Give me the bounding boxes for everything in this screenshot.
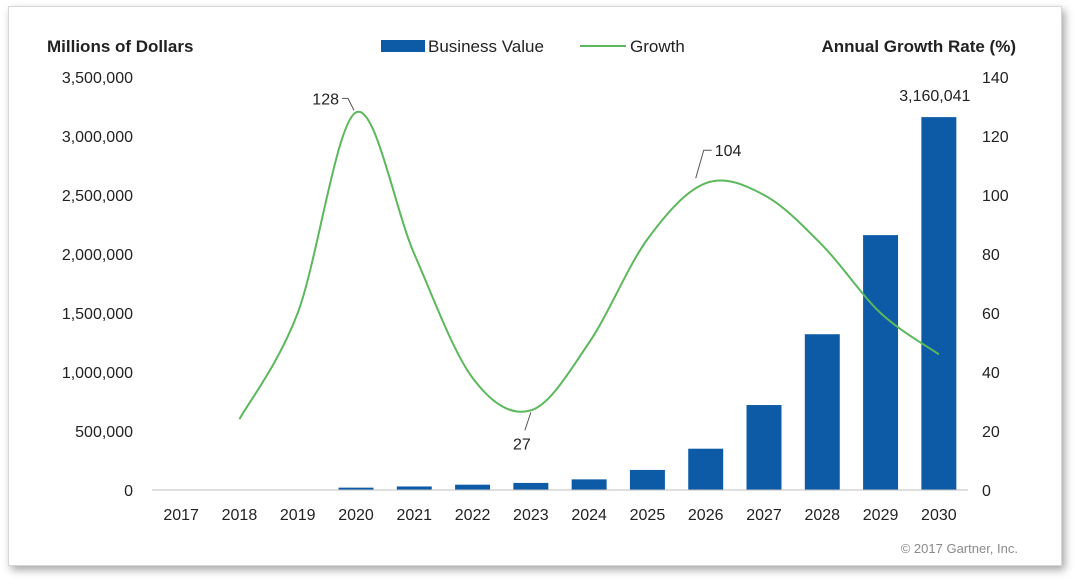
y-left-tick-label: 2,500,000 bbox=[62, 188, 133, 205]
bar bbox=[513, 482, 549, 490]
bar bbox=[571, 479, 607, 490]
x-tick-label: 2020 bbox=[338, 507, 374, 524]
growth-data-label: 104 bbox=[715, 143, 742, 160]
legend-growth: Growth bbox=[630, 37, 685, 56]
y-axis-right: 0 20 40 60 80 100 120 140 bbox=[982, 70, 1009, 500]
bar bbox=[629, 469, 665, 490]
legend-business-value: Business Value bbox=[428, 37, 544, 56]
legend-bar-swatch bbox=[381, 40, 425, 52]
x-tick-label: 2026 bbox=[688, 507, 724, 524]
copyright-text: © 2017 Gartner, Inc. bbox=[901, 541, 1018, 556]
bar bbox=[804, 334, 840, 490]
growth-data-label: 27 bbox=[513, 436, 531, 453]
x-tick-label: 2019 bbox=[280, 507, 316, 524]
x-tick-label: 2018 bbox=[222, 507, 258, 524]
bar bbox=[688, 448, 724, 490]
x-tick-label: 2027 bbox=[746, 507, 782, 524]
y-right-tick-label: 20 bbox=[982, 424, 1000, 441]
y-left-tick-label: 0 bbox=[124, 483, 133, 500]
y-left-tick-label: 1,500,000 bbox=[62, 306, 133, 323]
bar bbox=[396, 486, 432, 490]
growth-data-label: 128 bbox=[312, 91, 339, 108]
y-axis-left: 0 500,000 1,000,000 1,500,000 2,000,000 2,500… bbox=[62, 70, 133, 500]
x-tick-label: 2022 bbox=[455, 507, 491, 524]
y-right-tick-label: 120 bbox=[982, 129, 1009, 146]
left-axis-title: Millions of Dollars bbox=[47, 37, 193, 56]
bar bbox=[746, 405, 782, 490]
y-right-tick-label: 40 bbox=[982, 365, 1000, 382]
y-left-tick-label: 500,000 bbox=[75, 424, 133, 441]
bar-series bbox=[338, 117, 957, 490]
y-right-tick-label: 0 bbox=[982, 483, 991, 500]
growth-line bbox=[238, 111, 940, 420]
y-right-tick-label: 80 bbox=[982, 247, 1000, 264]
y-right-tick-label: 140 bbox=[982, 70, 1009, 87]
x-tick-label: 2029 bbox=[863, 507, 899, 524]
y-left-tick-label: 3,500,000 bbox=[62, 70, 133, 87]
y-right-tick-label: 60 bbox=[982, 306, 1000, 323]
annotation-leader-line bbox=[695, 149, 712, 179]
x-tick-label: 2021 bbox=[396, 507, 432, 524]
x-tick-label: 2025 bbox=[630, 507, 666, 524]
x-tick-label: 2024 bbox=[571, 507, 607, 524]
x-tick-label: 2023 bbox=[513, 507, 549, 524]
annotations: 128 27 104 3,160,041 bbox=[312, 88, 970, 453]
bar-data-label: 3,160,041 bbox=[899, 88, 970, 105]
x-tick-label: 2028 bbox=[804, 507, 840, 524]
annotation-leader-line bbox=[524, 412, 532, 431]
x-axis: 2017 2018 2019 2020 2021 2022 2023 2024 2025 2026… bbox=[163, 507, 956, 524]
bar bbox=[863, 235, 899, 490]
y-left-tick-label: 1,000,000 bbox=[62, 365, 133, 382]
bar bbox=[455, 484, 491, 490]
x-tick-label: 2017 bbox=[163, 507, 199, 524]
y-right-tick-label: 100 bbox=[982, 188, 1009, 205]
bar bbox=[921, 117, 957, 490]
y-left-tick-label: 3,000,000 bbox=[62, 129, 133, 146]
y-left-tick-label: 2,000,000 bbox=[62, 247, 133, 264]
bar bbox=[338, 487, 374, 490]
x-tick-label: 2030 bbox=[921, 507, 957, 524]
right-axis-title: Annual Growth Rate (%) bbox=[821, 37, 1016, 56]
annotation-leader-line bbox=[342, 97, 355, 111]
